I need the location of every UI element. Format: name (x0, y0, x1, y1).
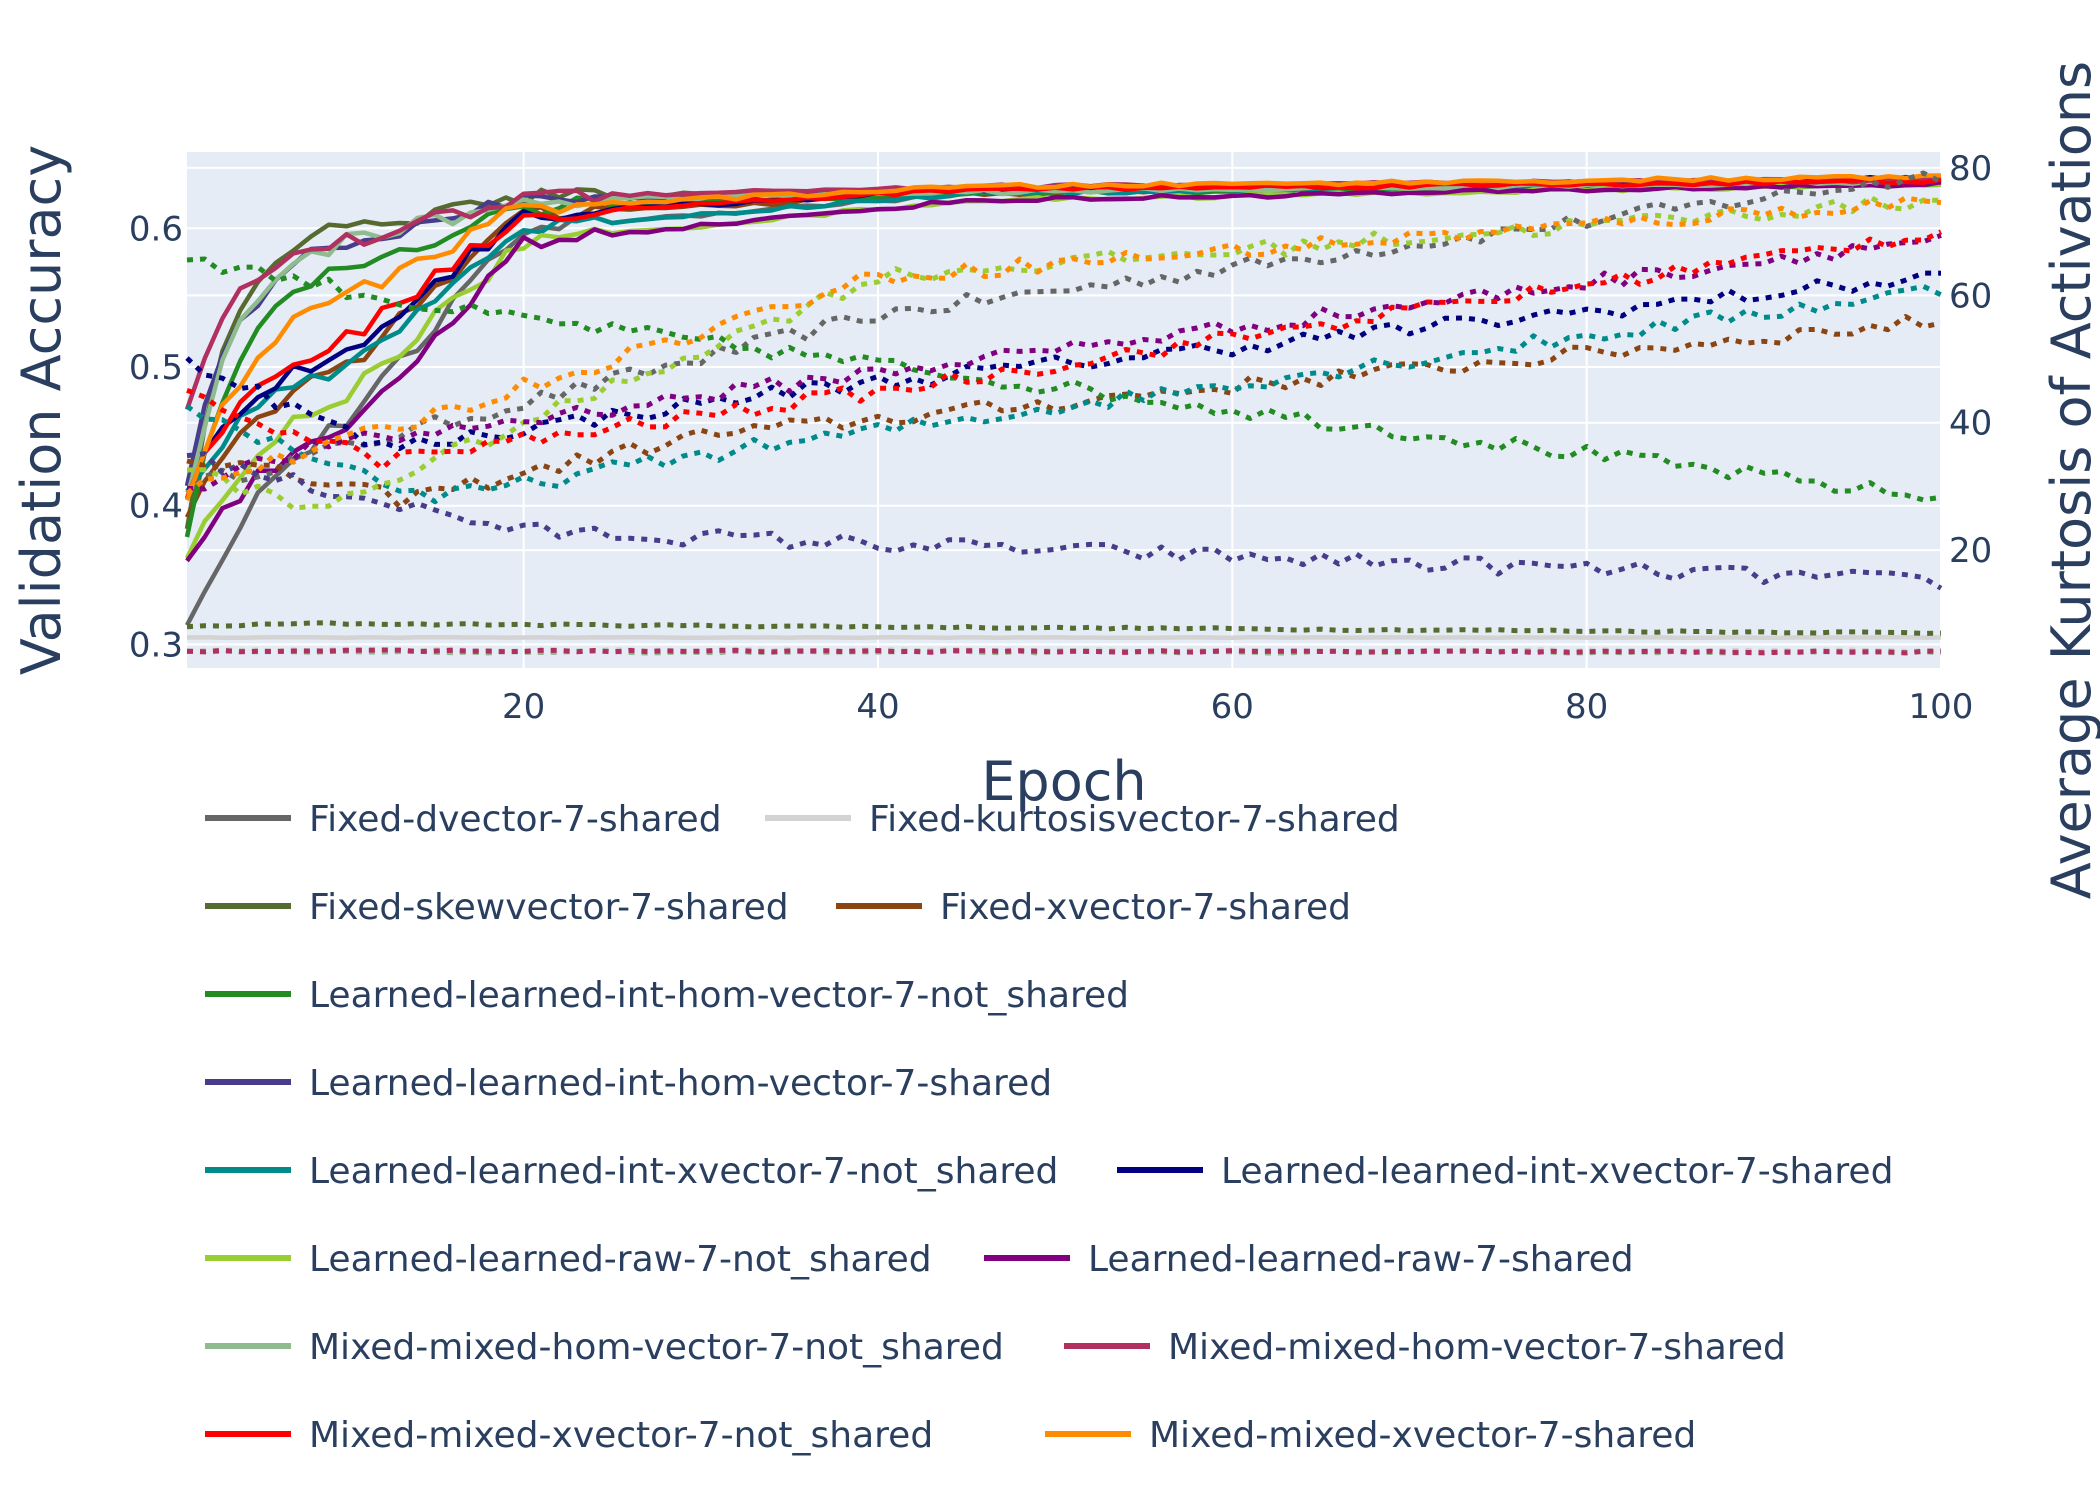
y2-tick-label: 40 (1949, 404, 1992, 444)
y2-tick-label: 60 (1949, 276, 1992, 316)
y2-tick-label: 20 (1949, 531, 1992, 571)
y2-axis-title: Average Kurtosis of Activations (2040, 61, 2100, 899)
legend-label-3: Fixed-xvector-7-shared (940, 887, 1351, 928)
y-tick-label: 0.5 (129, 348, 183, 388)
legend-label-4: Learned-learned-int-hom-vector-7-not_sha… (309, 975, 1129, 1016)
legend-label-10: Mixed-mixed-hom-vector-7-not_shared (309, 1327, 1004, 1368)
series-4-kurtosis-line (186, 256, 1942, 503)
legend-label-5: Learned-learned-int-hom-vector-7-shared (309, 1063, 1052, 1104)
x-tick-label: 80 (1565, 687, 1608, 727)
series-3-kurtosis-line (186, 314, 1942, 510)
x-tick-label: 100 (1909, 687, 1974, 727)
accuracy-series-group (184, 173, 1942, 641)
legend-label-1: Fixed-kurtosisvector-7-shared (869, 799, 1400, 840)
legend: Fixed-dvector-7-shared Fixed-kurtosisvect… (205, 799, 1893, 1456)
legend-label-8: Learned-learned-raw-7-not_shared (309, 1239, 932, 1280)
y-axis-title: Validation Accuracy (10, 145, 73, 675)
series-6-kurtosis-line (185, 283, 1943, 505)
series-7-kurtosis-line (185, 270, 1942, 452)
y-tick-label: 0.4 (129, 487, 183, 527)
legend-label-12: Mixed-mixed-xvector-7-not_shared (309, 1415, 933, 1456)
legend-label-9: Learned-learned-raw-7-shared (1088, 1239, 1634, 1280)
x-tick-label: 60 (1211, 687, 1254, 727)
legend-label-2: Fixed-skewvector-7-shared (309, 887, 789, 928)
series-1-accuracy-line (186, 634, 1942, 641)
legend-label-6: Learned-learned-int-xvector-7-not_shared (309, 1151, 1058, 1192)
y-tick-label: 0.6 (129, 209, 183, 249)
series-5-kurtosis-line (186, 451, 1943, 591)
axis-ticks: 20 40 60 80 100 0.3 0.4 0.5 0.6 20 40 60 80 (129, 149, 1992, 727)
series-12-kurtosis-line (186, 229, 1943, 471)
x-axis-title: Epoch (981, 750, 1146, 813)
kurtosis-series-group (185, 170, 1943, 656)
legend-label-11: Mixed-mixed-hom-vector-7-shared (1168, 1327, 1786, 1368)
x-tick-label: 40 (856, 687, 899, 727)
series-13-accuracy-line (184, 173, 1942, 501)
series-9-accuracy-line (185, 180, 1942, 563)
series-0-kurtosis-line (185, 170, 1943, 495)
legend-label-13: Mixed-mixed-xvector-7-shared (1149, 1415, 1696, 1456)
x-tick-label: 20 (502, 687, 545, 727)
legend-label-7: Learned-learned-int-xvector-7-shared (1221, 1151, 1893, 1192)
series-13-kurtosis-line (185, 195, 1942, 496)
y-tick-label: 0.3 (129, 625, 183, 665)
y2-tick-label: 80 (1949, 149, 1992, 189)
series-12-accuracy-line (184, 177, 1942, 500)
legend-label-0: Fixed-dvector-7-shared (309, 799, 722, 840)
